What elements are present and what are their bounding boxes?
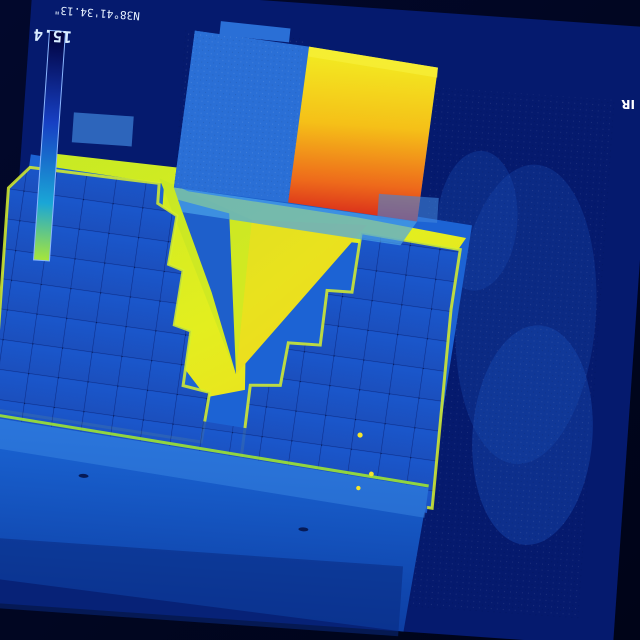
stair-tower	[71, 21, 439, 246]
hotspot	[368, 471, 374, 477]
vegetation	[400, 87, 617, 619]
hot-surface	[288, 46, 438, 222]
ridge-shadow	[178, 199, 237, 375]
hotspot	[356, 485, 361, 491]
camera-mode-label: IR	[611, 96, 635, 112]
temperature-max-value: 15.4	[32, 24, 73, 47]
camera-mode-text: IR	[621, 97, 635, 111]
temperature-max-label: 15.4	[25, 22, 73, 47]
temperature-scale-bar	[32, 29, 67, 262]
hotspot	[357, 432, 363, 438]
gps-coordinate-text: N38°41'34.13"	[53, 3, 141, 23]
